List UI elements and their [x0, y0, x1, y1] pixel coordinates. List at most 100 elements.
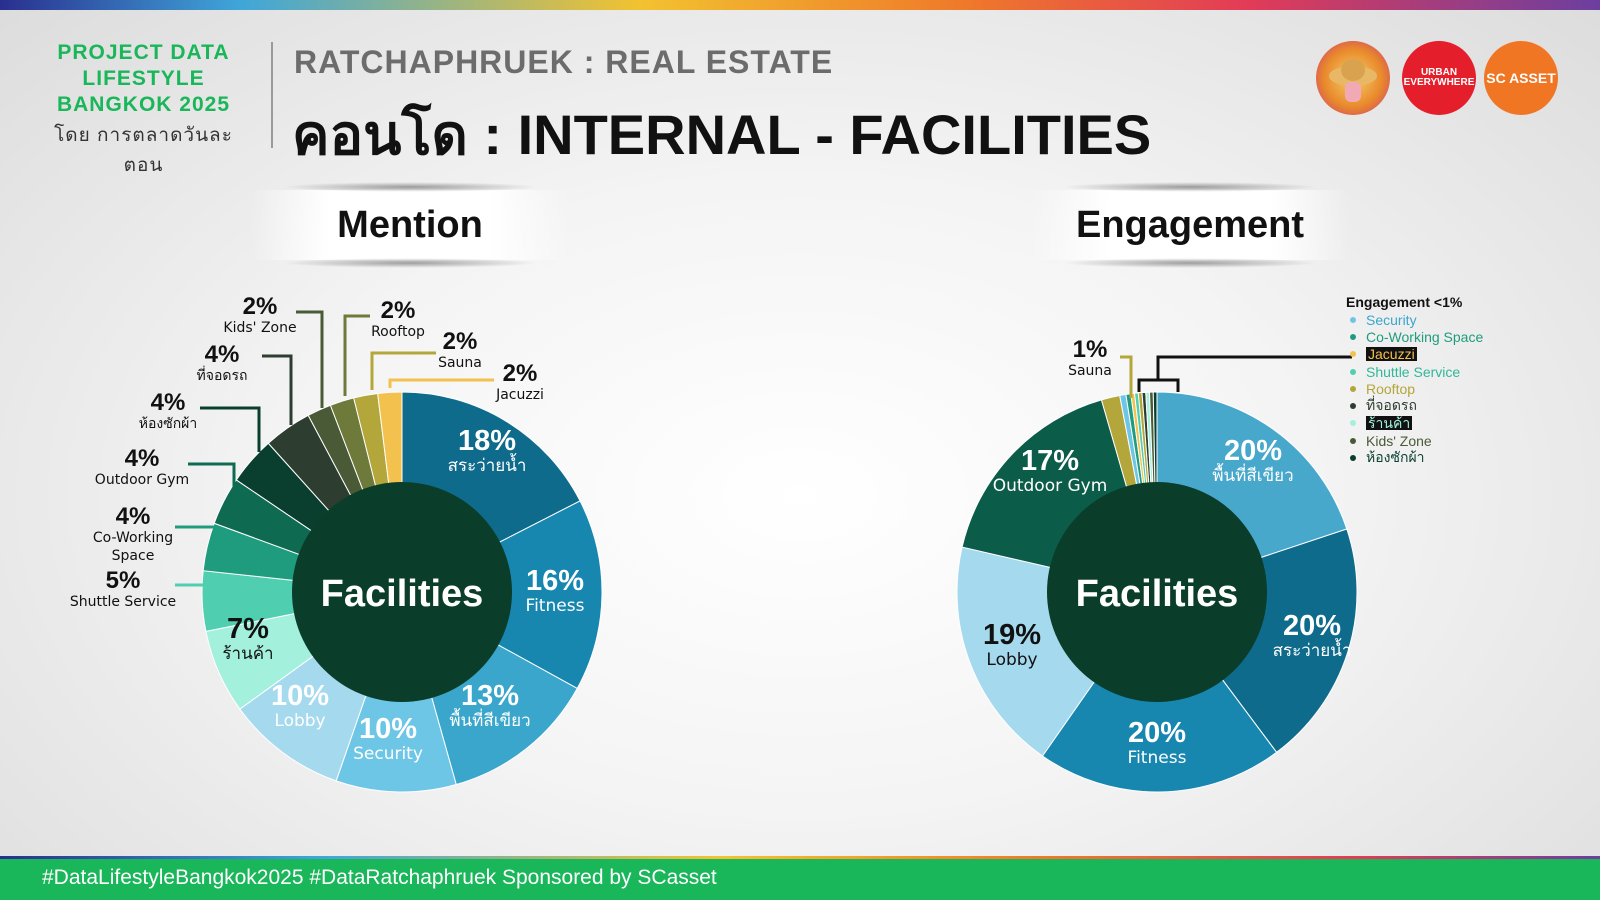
- footer-gradient-line: [0, 856, 1600, 859]
- small-legend-title: Engagement <1%: [1346, 294, 1463, 310]
- engagement-small-legend: Engagement <1% Security Co-Working Space J…: [1346, 294, 1483, 467]
- small-legend-dot-5: [1350, 403, 1356, 410]
- page-title: คอนโด : INTERNAL - FACILITIES: [292, 103, 1152, 166]
- pie1-center-label: Facilities: [1076, 573, 1239, 615]
- brand-line-1: PROJECT DATA: [57, 41, 230, 64]
- mention-chart-title: Mention: [250, 182, 570, 268]
- brand-by: โดย การตลาดวันละตอน: [54, 125, 233, 176]
- pie0-cat-label-8: Outdoor Gym: [95, 472, 189, 488]
- small-legend-dot-3: [1350, 368, 1356, 375]
- pie0-pct-label-5: 7%: [227, 613, 269, 645]
- pie1-cat-label-4: Outdoor Gym: [993, 476, 1108, 496]
- pie1-center: [1047, 482, 1267, 702]
- pie1-bracket: [1137, 378, 1180, 392]
- small-legend-label-0: Security: [1366, 311, 1417, 328]
- pie0-cat-label-5: ร้านค้า: [222, 644, 273, 664]
- pie0-pct-label-6: 5%: [106, 567, 141, 594]
- top-gradient-bar: [0, 0, 1600, 10]
- pie0-cat-label-12: Rooftop: [371, 324, 425, 340]
- brand-line-2: LIFESTYLE: [82, 67, 205, 90]
- small-legend-item-security-0: Security: [1346, 311, 1483, 328]
- footer-text: #DataLifestyleBangkok2025 #DataRatchaphr…: [42, 866, 717, 889]
- pie0-cat-label-6: Shuttle Service: [70, 594, 176, 610]
- small-legend-item-item-6: ร้านค้า: [1346, 415, 1483, 432]
- small-legend-item-rooftop-4: Rooftop: [1346, 380, 1483, 397]
- pie0-cat-label-7-line2: Space: [112, 548, 155, 564]
- pie0-leader-line-11: [296, 310, 324, 408]
- pie0-pct-label-4: 10%: [271, 680, 329, 712]
- pie0-pct-label-0: 18%: [458, 425, 516, 457]
- small-legend-dot-7: [1350, 437, 1356, 444]
- pie1-pct-label-4: 17%: [1021, 445, 1079, 477]
- pie0-center: [292, 482, 512, 702]
- lifestyle-logo-icon: [1316, 41, 1390, 115]
- pie1-pct-label-2: 20%: [1128, 717, 1186, 749]
- pie0-cat-label-4: Lobby: [274, 711, 325, 731]
- sc-asset-logo: SC ASSET: [1484, 41, 1558, 115]
- header-divider: [271, 42, 273, 148]
- pie1-cat-label-1: สระว่ายน้ำ: [1273, 638, 1352, 661]
- small-legend-label-5: ที่จอดรถ: [1366, 397, 1417, 414]
- small-legend-dot-1: [1350, 333, 1356, 340]
- pie0-cat-label-3: Security: [353, 744, 423, 764]
- small-legend-label-7: Kids' Zone: [1366, 432, 1432, 449]
- pie0-leader-line-12: [343, 314, 370, 396]
- pie0-pct-label-3: 10%: [359, 713, 417, 745]
- small-legend-label-3: Shuttle Service: [1366, 363, 1461, 380]
- small-legend-label-4: Rooftop: [1366, 380, 1416, 397]
- pie0-pct-label-14: 2%: [503, 360, 538, 387]
- pie1-cat-label-2: Fitness: [1128, 748, 1187, 768]
- small-legend-item-item-5: ที่จอดรถ: [1346, 397, 1483, 414]
- pie0-cat-label-1: Fitness: [526, 596, 585, 616]
- pie0-center-label: Facilities: [321, 573, 484, 615]
- brand-block: PROJECT DATA LIFESTYLE BANGKOK 2025 โดย …: [36, 40, 251, 180]
- small-legend-dot-6: [1350, 420, 1356, 427]
- pie1-pct-label-3: 19%: [983, 619, 1041, 651]
- pie0-pct-label-2: 13%: [461, 680, 519, 712]
- pie0-pct-label-12: 2%: [381, 297, 416, 324]
- pie1-cat-label-0: พื้นที่สีเขียว: [1212, 463, 1293, 486]
- pie0-cat-label-0: สระว่ายน้ำ: [448, 453, 527, 476]
- urban-everywhere-logo: URBAN EVERYWHERE: [1402, 41, 1476, 115]
- pie1-cat-label-3: Lobby: [986, 650, 1037, 670]
- pie1-bracket-leader: [1156, 355, 1352, 380]
- pie0-cat-label-14: Jacuzzi: [495, 387, 544, 403]
- pie1-pct-label-5: 1%: [1073, 336, 1108, 363]
- pie0-pct-label-7: 4%: [116, 503, 151, 530]
- small-legend-item-jacuzzi-2: Jacuzzi: [1346, 346, 1483, 363]
- pie0-leader-line-13: [370, 351, 436, 390]
- pie0-pct-label-9: 4%: [151, 389, 186, 416]
- footer-bar: #DataLifestyleBangkok2025 #DataRatchaphr…: [0, 856, 1600, 900]
- brand-line-3: BANGKOK 2025: [56, 93, 231, 116]
- pie0-cat-label-2: พื้นที่สีเขียว: [449, 708, 530, 731]
- pie0-pct-label-1: 16%: [526, 565, 584, 597]
- pie0-pct-label-10: 4%: [205, 341, 240, 368]
- pie1-cat-label-5: Sauna: [1068, 363, 1112, 379]
- pie0-cat-label-11: Kids' Zone: [223, 320, 296, 336]
- small-legend-item-co-working-space-1: Co-Working Space: [1346, 328, 1483, 345]
- pie1-pct-label-0: 20%: [1224, 435, 1282, 467]
- pie1-leader-line-sauna: [1120, 355, 1133, 398]
- pie0-cat-label-13: Sauna: [438, 355, 482, 371]
- pie0-pct-label-11: 2%: [243, 293, 278, 320]
- page-subtitle: RATCHAPHRUEK : REAL ESTATE: [294, 44, 834, 80]
- small-legend-item-item-8: ห้องซักผ้า: [1346, 449, 1483, 466]
- pie0-leader-line-8: [188, 462, 236, 488]
- pie0-cat-label-10: ที่จอดรถ: [197, 366, 248, 384]
- pie0-pct-label-8: 4%: [125, 445, 160, 472]
- small-legend-item-shuttle-service-3: Shuttle Service: [1346, 363, 1483, 380]
- small-legend-dot-8: [1350, 455, 1356, 462]
- engagement-chart-title: Engagement: [1030, 182, 1350, 268]
- pie0-leader-line-14: [388, 378, 494, 388]
- small-legend-label-6: ร้านค้า: [1366, 415, 1413, 432]
- pie0-pct-label-13: 2%: [443, 328, 478, 355]
- pie1-pct-label-1: 20%: [1283, 610, 1341, 642]
- pie0-cat-label-9: ห้องซักผ้า: [139, 416, 198, 432]
- small-legend-label-1: Co-Working Space: [1366, 328, 1484, 345]
- small-legend-dot-0: [1350, 316, 1356, 323]
- pie0-cat-label-7: Co-Working: [93, 530, 173, 546]
- pie0-leader-line-9: [200, 406, 261, 452]
- small-legend-item-kids-zone-7: Kids' Zone: [1346, 432, 1483, 449]
- pie0-leader-line-10: [262, 354, 293, 425]
